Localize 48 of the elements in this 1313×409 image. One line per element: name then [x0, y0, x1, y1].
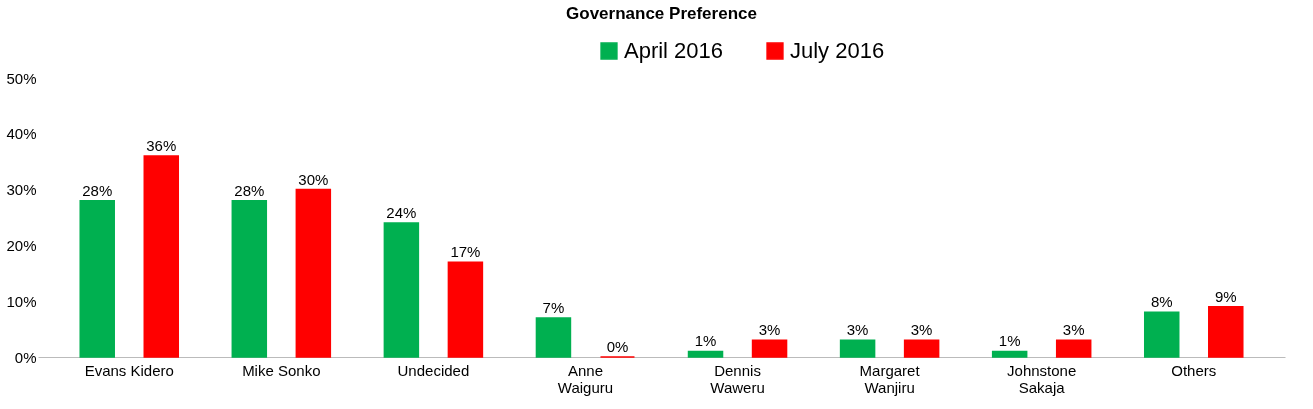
data-label: 0%: [606, 338, 629, 355]
bar: [1143, 311, 1180, 358]
bar: [903, 339, 940, 358]
bar: [447, 261, 484, 358]
bar: [991, 350, 1028, 358]
chart-title: Governance Preference: [566, 4, 757, 23]
bar: [535, 317, 572, 358]
data-label: 1%: [694, 332, 717, 350]
legend-label: April 2016: [624, 38, 724, 63]
y-tick-label: 30%: [6, 181, 37, 199]
y-tick-label: 0%: [14, 348, 37, 366]
data-label: 17%: [450, 243, 481, 261]
bar: [1055, 339, 1092, 358]
data-label: 3%: [910, 321, 933, 339]
data-label: 1%: [998, 332, 1021, 350]
bar: [79, 200, 115, 358]
data-label: 9%: [1214, 287, 1237, 305]
bar: [1208, 306, 1244, 358]
x-tick-label: Dennis Waweru: [710, 361, 765, 396]
x-tick-label: Evans Kidero: [84, 361, 174, 379]
x-tick-label: Others: [1171, 361, 1217, 379]
data-label: 7%: [542, 298, 565, 316]
data-label: 3%: [1062, 321, 1085, 339]
x-tick-label: Anne Waiguru: [557, 361, 614, 396]
x-tick-label: Margaret Wanjiru: [859, 361, 921, 396]
x-tick-label: Undecided: [397, 361, 470, 379]
x-tick-label: Johnstone Sakaja: [1007, 361, 1077, 396]
y-tick-label: 50%: [6, 69, 37, 87]
y-tick-label: 40%: [6, 125, 37, 143]
bar: [839, 339, 876, 358]
x-tick-label: Mike Sonko: [242, 361, 321, 379]
bar: [751, 339, 788, 358]
data-label: 3%: [758, 321, 781, 339]
data-label: 36%: [146, 137, 177, 155]
data-label: 24%: [386, 204, 417, 222]
data-label: 3%: [846, 321, 869, 339]
legend-label: July 2016: [790, 38, 885, 63]
bar: [295, 188, 332, 358]
y-tick-label: 20%: [6, 236, 37, 254]
y-tick-label: 10%: [6, 292, 37, 310]
data-label: 30%: [298, 170, 329, 188]
data-label: 8%: [1150, 293, 1173, 311]
bar: [231, 200, 268, 358]
bar: [143, 155, 180, 358]
data-label: 28%: [234, 181, 265, 199]
bar: [383, 222, 420, 358]
data-label: 28%: [82, 181, 113, 199]
bar: [687, 350, 724, 358]
